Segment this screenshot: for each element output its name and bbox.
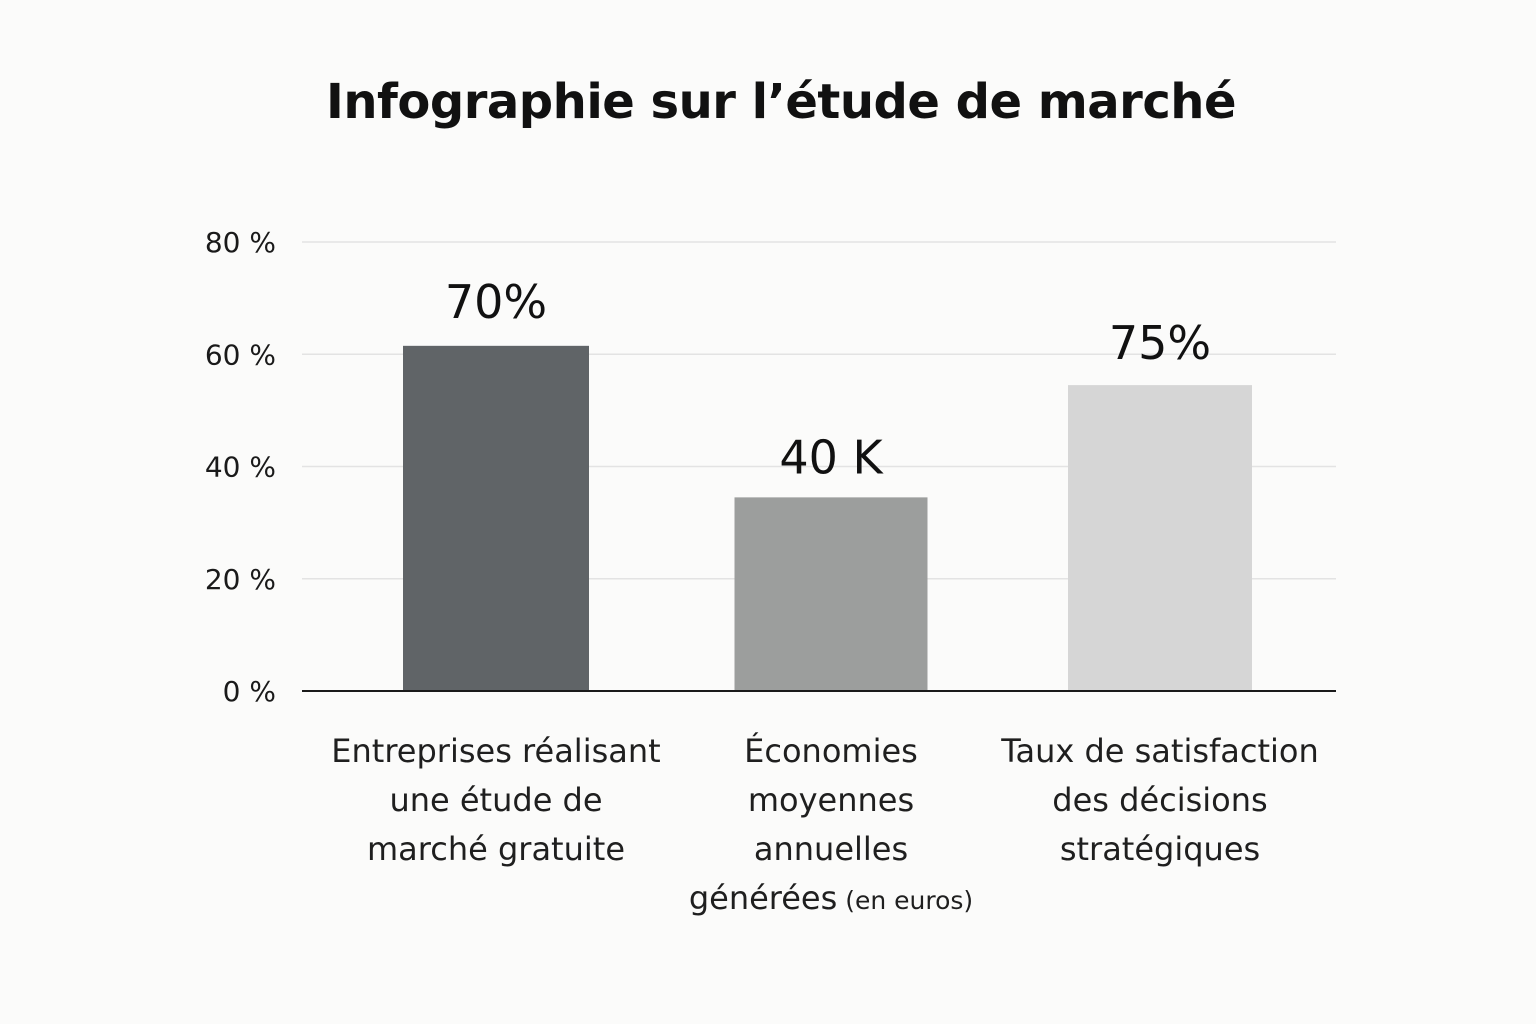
category-labels: Entreprises réalisant une étude de marché …	[331, 732, 1318, 917]
y-tick-label: 40 %	[205, 451, 276, 484]
category-label-text: Économies	[744, 732, 918, 770]
y-tick-label: 60 %	[205, 338, 276, 371]
category-label-text: stratégiques	[1060, 830, 1260, 868]
category-label-line: moyennes	[748, 781, 914, 819]
category-label: Économies moyennes annuelles générées (en e…	[689, 732, 973, 917]
category-label-text: moyennes	[748, 781, 914, 819]
y-tick-label: 80 %	[205, 226, 276, 259]
category-label-text: annuelles	[754, 830, 908, 868]
bar	[734, 497, 928, 691]
category-label-text: marché gratuite	[367, 830, 625, 868]
category-label-line: Entreprises réalisant	[331, 732, 660, 770]
category-label-line: une étude de	[389, 781, 602, 819]
data-labels: 70% 40 K 75%	[445, 275, 1211, 485]
category-label-line: Économies	[744, 732, 918, 770]
data-label: 40 K	[779, 430, 884, 484]
category-label: Taux de satisfaction des décisions stratég…	[1000, 732, 1319, 868]
y-axis-tick-labels: 0 % 20 % 40 % 60 % 80 %	[205, 226, 276, 708]
category-label-line: générées (en euros)	[689, 879, 973, 917]
category-label-text: générées	[689, 879, 837, 917]
category-label-text: Entreprises réalisant	[331, 732, 660, 770]
bar	[1068, 385, 1252, 691]
category-label-line: des décisions	[1052, 781, 1267, 819]
y-tick-label: 20 %	[205, 563, 276, 596]
bars	[403, 345, 1252, 691]
category-label-note: (en euros)	[837, 886, 973, 915]
y-tick-label: 0 %	[223, 675, 276, 708]
category-label-text: des décisions	[1052, 781, 1267, 819]
data-label: 70%	[445, 275, 547, 329]
category-label-line: stratégiques	[1060, 830, 1260, 868]
category-label: Entreprises réalisant une étude de marché …	[331, 732, 660, 868]
category-label-text: Taux de satisfaction	[1000, 732, 1319, 770]
category-label-text: une étude de	[389, 781, 602, 819]
chart-title: Infographie sur l’étude de marché	[325, 74, 1237, 130]
category-label-line: marché gratuite	[367, 830, 625, 868]
data-label: 75%	[1109, 316, 1211, 370]
category-label-line: annuelles	[754, 830, 908, 868]
category-label-line: Taux de satisfaction	[1000, 732, 1319, 770]
bar	[403, 345, 589, 691]
